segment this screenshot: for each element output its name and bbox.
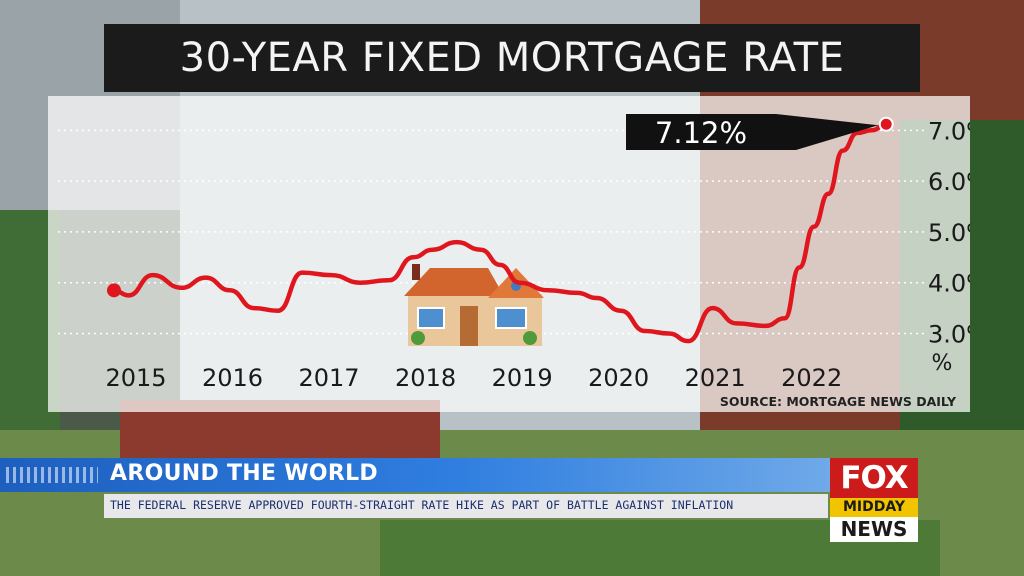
- house-icon: [404, 264, 544, 346]
- logo-midday: MIDDAY: [830, 498, 918, 517]
- chart-title-banner: 30-YEAR FIXED MORTGAGE RATE: [104, 24, 920, 92]
- fox-midday-news-logo: FOX MIDDAY NEWS: [830, 458, 918, 542]
- series-line: [111, 121, 889, 344]
- ticker-bar: THE FEDERAL RESERVE APPROVED FOURTH-STRA…: [104, 494, 828, 518]
- x-tick-label: 2021: [685, 364, 746, 392]
- end-point-marker: [878, 116, 894, 132]
- x-tick-label: 2020: [588, 364, 649, 392]
- y-tick-label: 4.0%: [928, 270, 970, 298]
- mortgage-rate-chart: 3.0% 4.0% 5.0% 6.0% 7.0% 2015 2016 2017 2018 201…: [58, 114, 970, 409]
- callout-text: 7.12%: [655, 116, 747, 150]
- logo-news: NEWS: [830, 517, 918, 542]
- y-tick-label: 6.0%: [928, 168, 970, 196]
- x-tick-label: 2015: [105, 364, 166, 392]
- x-tick-label: 2018: [395, 364, 456, 392]
- y-tick-label: 3.0%: [928, 321, 970, 349]
- start-point-marker: [107, 283, 121, 298]
- y-tick-label: 7.0%: [928, 117, 970, 145]
- lower-third: AROUND THE WORLD THE FEDERAL RESERVE APP…: [0, 458, 1024, 522]
- x-tick-label: 2017: [299, 364, 360, 392]
- chart-title: 30-YEAR FIXED MORTGAGE RATE: [179, 35, 845, 81]
- callout-label: 7.12%: [626, 114, 879, 150]
- headline-bar: AROUND THE WORLD: [0, 458, 830, 492]
- x-tick-label: 2016: [202, 364, 263, 392]
- headline-text: AROUND THE WORLD: [110, 461, 378, 486]
- ticker-text: THE FEDERAL RESERVE APPROVED FOURTH-STRA…: [110, 498, 734, 512]
- source-credit: SOURCE: MORTGAGE NEWS DAILY: [720, 394, 957, 409]
- x-tick-label: 2019: [492, 364, 553, 392]
- x-tick-label: 2022: [781, 364, 842, 392]
- chart-panel: 3.0% 4.0% 5.0% 6.0% 7.0% 2015 2016 2017 2018 201…: [48, 96, 970, 412]
- logo-fox: FOX: [830, 458, 918, 498]
- stripe-decoration: [6, 467, 98, 483]
- y-tick-label: 5.0%: [928, 219, 970, 247]
- y-axis-unit-label: %: [932, 351, 953, 376]
